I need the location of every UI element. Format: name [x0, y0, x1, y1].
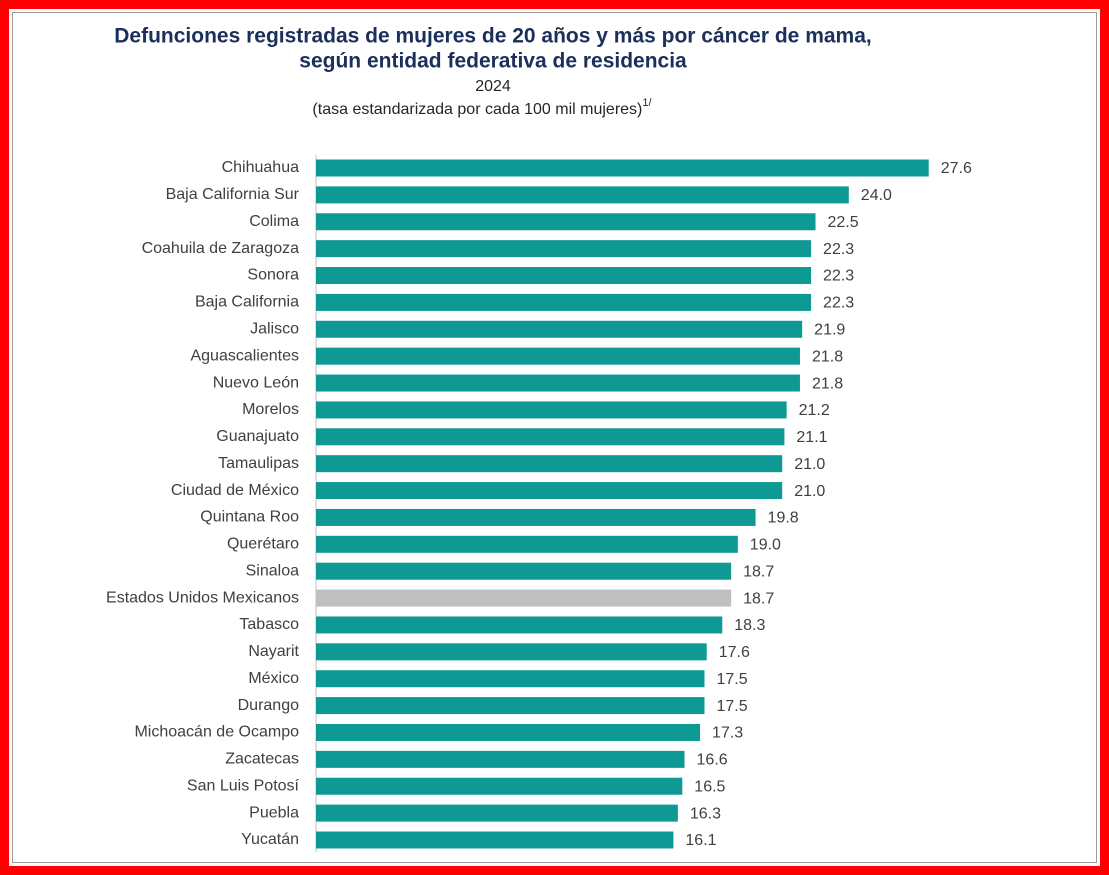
- value-label: 16.6: [697, 752, 728, 769]
- value-label: 21.1: [796, 429, 827, 446]
- bar: [316, 320, 803, 338]
- category-label: Quintana Roo: [200, 509, 299, 526]
- value-label: 19.8: [768, 510, 799, 527]
- value-label: 24.0: [861, 187, 892, 204]
- bar: [316, 428, 785, 446]
- bar: [316, 697, 705, 715]
- category-label: Sinaloa: [246, 562, 299, 579]
- value-label: 21.0: [794, 456, 825, 473]
- bar: [316, 670, 705, 688]
- bar: [316, 562, 732, 580]
- value-label: 22.3: [823, 268, 854, 285]
- category-label: Sonora: [247, 267, 299, 284]
- value-label: 17.3: [712, 725, 743, 742]
- value-label: 18.3: [734, 617, 765, 634]
- category-label: Baja California Sur: [166, 186, 300, 203]
- category-label: Querétaro: [227, 536, 299, 553]
- bar: [316, 240, 812, 258]
- value-label: 18.7: [743, 563, 774, 580]
- bar: [316, 455, 783, 473]
- category-label: Tamaulipas: [218, 455, 299, 472]
- value-label: 16.1: [685, 832, 716, 849]
- value-label: 16.5: [694, 778, 725, 795]
- category-label: Guanajuato: [216, 428, 299, 445]
- value-label: 21.0: [794, 483, 825, 500]
- value-label: 17.5: [717, 698, 748, 715]
- category-label: Puebla: [249, 804, 299, 821]
- bar: [316, 213, 816, 231]
- bar: [316, 643, 707, 661]
- chart-title: Defunciones registradas de mujeres de 20…: [114, 25, 872, 48]
- value-label: 21.9: [814, 321, 845, 338]
- bar: [316, 401, 787, 419]
- bar: [316, 831, 674, 849]
- bar: [316, 804, 678, 822]
- value-label: 16.3: [690, 805, 721, 822]
- value-label: 19.0: [750, 537, 781, 554]
- units-text: (tasa estandarizada por cada 100 mil muj…: [312, 101, 642, 118]
- value-label: 18.7: [743, 590, 774, 607]
- category-label: México: [248, 670, 299, 687]
- category-label: Nuevo León: [213, 374, 299, 391]
- value-label: 17.6: [719, 644, 750, 661]
- category-label: Estados Unidos Mexicanos: [106, 589, 299, 606]
- category-label: Michoacán de Ocampo: [134, 724, 299, 741]
- value-label: 21.8: [812, 348, 843, 365]
- value-label: 22.3: [823, 295, 854, 312]
- category-label: Morelos: [242, 401, 299, 418]
- bar: [316, 267, 812, 285]
- category-label: Yucatán: [241, 831, 299, 848]
- bar: [316, 293, 812, 311]
- category-label: Durango: [238, 697, 299, 714]
- bar: [316, 777, 683, 795]
- value-label: 22.3: [823, 241, 854, 258]
- bar: [316, 723, 701, 741]
- footnote-mark: 1/: [642, 97, 652, 109]
- category-label: Aguascalientes: [190, 347, 299, 364]
- category-label: Chihuahua: [222, 159, 300, 176]
- category-label: Coahuila de Zaragoza: [142, 240, 300, 257]
- inner-border: [12, 12, 1097, 863]
- category-label: Baja California: [195, 294, 299, 311]
- category-label: Zacatecas: [225, 751, 299, 768]
- bar: [316, 750, 685, 768]
- category-label: San Luis Potosí: [187, 777, 300, 794]
- chart-units: (tasa estandarizada por cada 100 mil muj…: [312, 97, 652, 118]
- chart-title: según entidad federativa de residencia: [299, 50, 687, 73]
- chart-year: 2024: [475, 78, 511, 95]
- bar: [316, 508, 756, 526]
- value-label: 21.2: [799, 402, 830, 419]
- bar: [316, 347, 800, 365]
- bar: [316, 186, 849, 204]
- category-label: Jalisco: [250, 320, 299, 337]
- category-label: Ciudad de México: [171, 482, 299, 499]
- bar: [316, 616, 723, 634]
- bar: [316, 159, 929, 177]
- bar: [316, 374, 800, 392]
- category-label: Colima: [249, 213, 299, 230]
- bar: [316, 482, 783, 500]
- bar: [316, 589, 732, 607]
- value-label: 21.8: [812, 375, 843, 392]
- category-label: Tabasco: [239, 616, 299, 633]
- value-label: 17.5: [717, 671, 748, 688]
- category-label: Nayarit: [248, 643, 299, 660]
- value-label: 22.5: [828, 214, 859, 231]
- value-label: 27.6: [941, 160, 972, 177]
- bar: [316, 535, 738, 553]
